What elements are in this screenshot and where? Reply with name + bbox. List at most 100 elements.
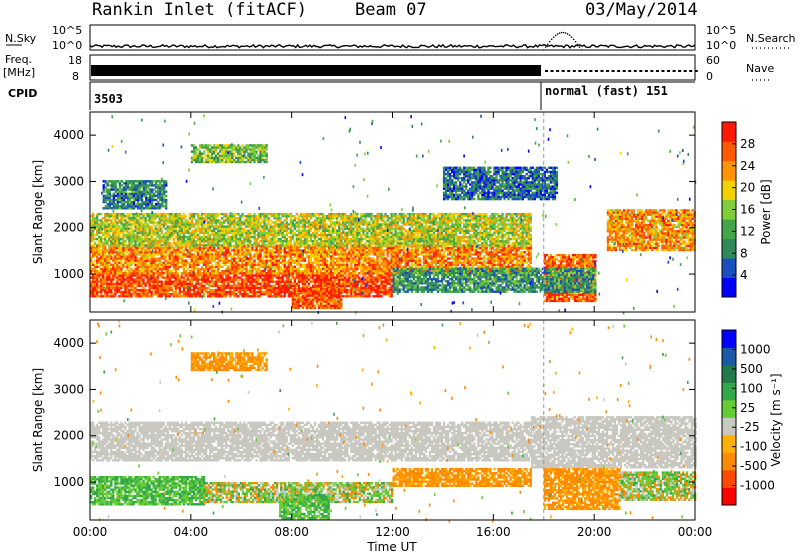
heat-cell <box>176 235 179 239</box>
heat-cell <box>459 257 462 260</box>
heat-cell <box>140 223 143 226</box>
heat-cell <box>215 257 218 260</box>
heat-cell <box>136 247 139 250</box>
heat-cell <box>118 255 121 258</box>
heat-cell <box>418 253 421 256</box>
heat-cell <box>289 247 292 250</box>
heat-cell <box>120 212 123 216</box>
heat-cell <box>104 276 107 279</box>
heat-cell <box>217 267 220 271</box>
heat-cell <box>144 284 147 288</box>
heat-cell <box>273 257 276 260</box>
heat-cell <box>241 249 244 252</box>
heat-cell <box>251 274 254 277</box>
heat-cell <box>503 259 506 262</box>
heat-cell <box>122 247 125 250</box>
heat-cell <box>174 272 177 275</box>
heat-cell <box>217 286 220 290</box>
heat-cell <box>108 255 111 258</box>
heat-cell <box>267 265 270 269</box>
heat-cell <box>255 247 258 250</box>
heat-cell <box>188 272 192 275</box>
heat-cell <box>447 251 450 254</box>
heat-cell <box>128 284 131 288</box>
heat-cell <box>386 276 389 279</box>
heat-cell <box>453 251 456 254</box>
heat-cell <box>120 244 123 247</box>
heat-cell <box>410 261 413 264</box>
heat-cell <box>156 259 159 262</box>
heat-cell <box>376 257 379 260</box>
heat-cell <box>134 269 137 273</box>
heat-cell <box>436 255 440 258</box>
heat-cell <box>358 276 361 279</box>
heat-cell <box>114 251 117 254</box>
heat-cell <box>106 259 109 262</box>
heat-cell <box>525 247 528 250</box>
heat-cell <box>156 278 159 281</box>
heat-cell <box>148 217 151 220</box>
heat-cell <box>317 249 321 252</box>
heat-cell <box>213 284 216 288</box>
heat-cell <box>176 247 179 250</box>
heat-cell <box>192 290 196 294</box>
heat-cell <box>370 276 373 279</box>
heat-cell <box>176 276 179 279</box>
heat-cell <box>501 253 504 256</box>
heat-cell <box>358 249 361 252</box>
heat-cell <box>348 269 351 273</box>
heat-cell <box>444 259 448 262</box>
heat-cell <box>428 251 432 254</box>
heat-cell <box>402 251 405 254</box>
heat-cell <box>112 267 115 271</box>
heat-cell <box>182 253 186 256</box>
heat-cell <box>459 259 462 262</box>
heat-cell <box>209 255 212 258</box>
heat-cell <box>416 247 419 250</box>
heat-cell <box>233 282 236 285</box>
heat-cell <box>146 247 149 250</box>
heat-cell <box>217 274 220 277</box>
heat-cell <box>295 255 298 258</box>
heat-cell <box>100 240 103 243</box>
heat-cell <box>150 295 153 298</box>
heat-cell <box>194 212 198 216</box>
heat-cell <box>178 276 181 279</box>
heat-cell <box>483 265 486 269</box>
heat-cell <box>336 284 339 288</box>
heat-cell <box>372 261 375 264</box>
heat-cell <box>340 263 343 266</box>
heat-cell <box>279 282 282 285</box>
heat-cell <box>92 267 95 271</box>
heat-cell <box>388 249 391 252</box>
heat-cell <box>271 259 274 262</box>
heat-cell <box>451 263 454 266</box>
heat-cell <box>96 280 99 283</box>
heat-cell <box>190 244 194 247</box>
heat-cell <box>499 259 502 262</box>
heat-cell <box>422 265 426 269</box>
heat-cell <box>426 251 430 254</box>
heat-cell <box>426 255 430 258</box>
heat-cell <box>168 280 171 283</box>
heat-cell <box>170 233 173 237</box>
heat-cell <box>192 237 196 241</box>
heat-cell <box>96 244 99 247</box>
heat-cell <box>192 235 196 239</box>
heat-cell <box>241 263 244 266</box>
freq-tick-top: 18 <box>68 54 82 67</box>
heat-cell <box>519 253 522 256</box>
heat-cell <box>497 263 500 266</box>
heat-cell <box>213 255 216 258</box>
heat-cell <box>221 249 224 252</box>
heat-cell <box>352 269 355 273</box>
heat-cell <box>235 253 238 256</box>
heat-cell <box>344 272 347 275</box>
heat-cell <box>334 257 337 260</box>
heat-cell <box>261 284 264 288</box>
heat-cell <box>245 288 248 292</box>
heat-cell <box>374 295 377 298</box>
heat-cell <box>269 276 272 279</box>
heat-cell <box>354 276 357 279</box>
